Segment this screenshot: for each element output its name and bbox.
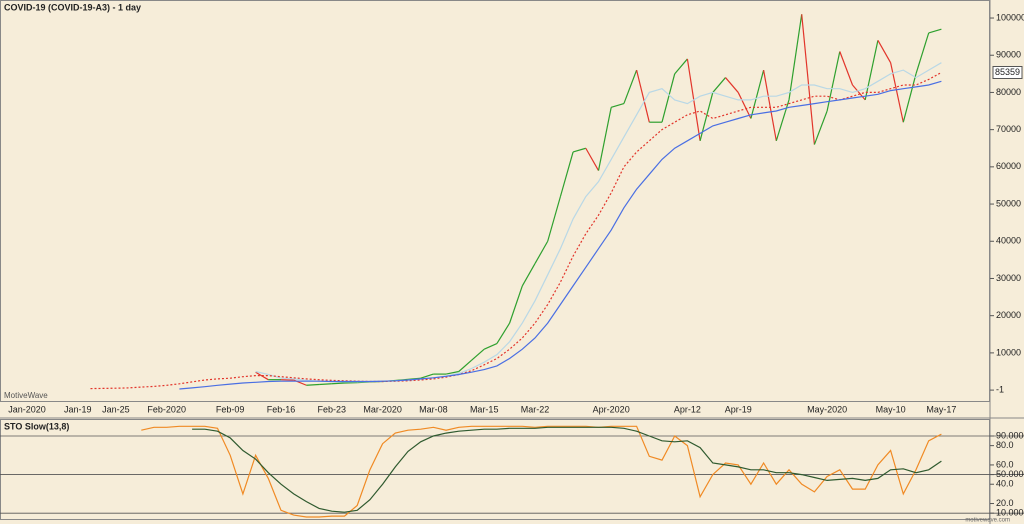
price-segment <box>852 84 866 101</box>
price-segment <box>636 69 650 123</box>
price-segment <box>788 14 803 100</box>
price-segment <box>445 370 459 375</box>
series-line <box>179 80 942 390</box>
x-tick-label: May-10 <box>876 404 906 414</box>
watermark: MotiveWave <box>4 391 48 400</box>
price-segment <box>597 107 612 171</box>
x-tick-label: Jan-19 <box>64 404 92 414</box>
price-segment <box>420 373 434 379</box>
x-tick-label: May-17 <box>926 404 956 414</box>
price-segment <box>674 58 688 75</box>
price-segment <box>496 322 511 344</box>
x-tick-label: Apr-12 <box>674 404 701 414</box>
y-tick-label: 90000 <box>996 50 1021 60</box>
watermark: motivewave.com <box>965 518 1010 524</box>
price-segment <box>864 40 879 101</box>
chart-title: COVID-19 (COVID-19-A3) - 1 day <box>4 2 141 12</box>
y-tick-label: 10.0000 <box>996 508 1024 518</box>
price-segment <box>572 147 586 153</box>
last-value-box <box>992 65 1023 79</box>
y-tick-label: 40000 <box>996 236 1021 246</box>
price-segment <box>458 359 472 372</box>
price-segment <box>623 69 638 104</box>
y-tick-label: 40.0 <box>996 479 1014 489</box>
x-tick-label: Mar-2020 <box>363 404 402 414</box>
x-tick-label: Mar-22 <box>521 404 550 414</box>
price-segment <box>483 343 498 350</box>
price-segment <box>306 383 320 386</box>
x-tick-label: Feb-23 <box>318 404 347 414</box>
series-line <box>192 426 942 513</box>
x-tick-label: Feb-2020 <box>147 404 186 414</box>
price-segment <box>750 69 765 119</box>
indicator-title: STO Slow(13,8) <box>4 421 69 431</box>
x-tick-label: Jan-2020 <box>8 404 46 414</box>
price-segment <box>331 382 345 385</box>
x-tick-label: May-2020 <box>807 404 847 414</box>
price-segment <box>839 51 854 86</box>
y-tick-label: 50000 <box>996 198 1021 208</box>
x-tick-label: Apr-19 <box>725 404 752 414</box>
price-segment <box>521 263 536 287</box>
price-segment <box>712 77 726 93</box>
price-segment <box>471 348 485 361</box>
price-segment <box>775 99 790 141</box>
y-tick-label: 50.0000 <box>996 469 1024 479</box>
x-tick-label: Mar-15 <box>470 404 499 414</box>
price-segment <box>661 73 676 123</box>
price-segment <box>407 377 421 380</box>
price-segment <box>559 151 574 197</box>
y-tick-label: 30000 <box>996 273 1021 283</box>
price-segment <box>534 240 549 264</box>
y-tick-label: 10000 <box>996 347 1021 357</box>
price-segment <box>902 73 917 123</box>
y-tick-label: 60000 <box>996 161 1021 171</box>
price-segment <box>319 383 332 386</box>
price-segment <box>725 77 739 93</box>
y-tick-label: 20000 <box>996 310 1021 320</box>
price-segment <box>509 285 523 324</box>
price-segment <box>737 92 752 119</box>
x-tick-label: Apr-2020 <box>593 404 630 414</box>
price-segment <box>877 40 892 63</box>
y-tick-label: 20.0 <box>996 498 1014 508</box>
price-segment <box>763 70 777 141</box>
y-tick-label: 80000 <box>996 87 1021 97</box>
x-tick-label: Jan-25 <box>102 404 130 414</box>
price-segment <box>928 28 942 34</box>
last-value-label: 85359 <box>995 67 1020 77</box>
y-tick-label: -1 <box>996 384 1004 394</box>
x-tick-label: Feb-09 <box>216 404 245 414</box>
x-tick-label: Mar-08 <box>419 404 448 414</box>
y-tick-label: 80.0 <box>996 440 1014 450</box>
series-line <box>141 425 942 518</box>
price-segment <box>813 110 828 145</box>
price-segment <box>915 32 930 75</box>
price-segment <box>611 103 625 108</box>
y-tick-label: 100000 <box>996 12 1024 22</box>
price-segment <box>585 147 600 171</box>
price-segment <box>547 196 561 242</box>
y-tick-label: 70000 <box>996 124 1021 134</box>
x-tick-label: Feb-16 <box>267 404 296 414</box>
y-tick-label: 60.0 <box>996 459 1014 469</box>
price-segment <box>801 14 815 145</box>
y-tick-label: 90.0000 <box>996 430 1024 440</box>
